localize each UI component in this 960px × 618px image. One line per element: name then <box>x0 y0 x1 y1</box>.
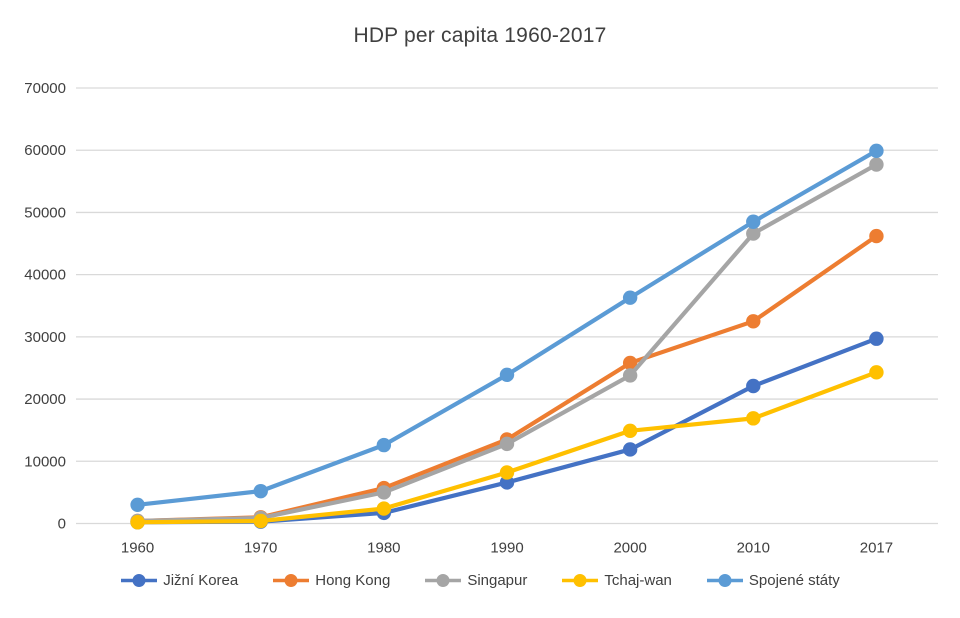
data-point-spojene-staty-2010 <box>746 214 761 229</box>
data-point-singapur-1990 <box>499 436 515 452</box>
data-point-tchaj-wan-2010 <box>746 411 761 426</box>
x-tick-label-1990: 1990 <box>490 540 523 557</box>
data-point-jizni-korea-1990 <box>499 475 515 490</box>
y-tick-label-10000: 10000 <box>24 453 66 470</box>
data-point-tchaj-wan-2017 <box>869 365 884 380</box>
y-tick-label-50000: 50000 <box>24 204 66 221</box>
data-point-tchaj-wan-1960 <box>130 515 145 530</box>
x-tick-label-1970: 1970 <box>244 540 277 557</box>
data-point-spojene-staty-2000 <box>622 290 638 305</box>
legend-item-hong-kong: Hong Kong <box>272 572 390 589</box>
data-point-hong-kong-2010 <box>746 314 761 329</box>
data-point-tchaj-wan-2000 <box>622 423 638 439</box>
data-point-hong-kong-2000 <box>622 355 638 371</box>
legend-item-jizni-korea: Jižní Korea <box>120 572 238 589</box>
data-point-jizni-korea-2010 <box>746 378 761 394</box>
data-point-tchaj-wan-1980 <box>376 501 392 516</box>
y-tick-label-20000: 20000 <box>24 391 66 408</box>
legend-marker-icon <box>562 574 599 587</box>
data-point-jizni-korea-2017 <box>869 331 884 346</box>
data-point-spojene-staty-2017 <box>869 143 884 159</box>
legend-marker-icon <box>425 574 462 587</box>
x-tick-label-1960: 1960 <box>121 540 154 557</box>
legend-marker-icon <box>273 574 310 587</box>
legend-label-hong-kong: Hong Kong <box>315 572 391 589</box>
legend-label-jizni-korea: Jižní Korea <box>163 572 239 589</box>
y-tick-label-60000: 60000 <box>24 142 66 159</box>
y-tick-label-30000: 30000 <box>24 329 66 346</box>
x-tick-label-1980: 1980 <box>367 540 400 557</box>
data-point-spojene-staty-1970 <box>253 483 268 499</box>
data-point-singapur-2017 <box>869 157 884 172</box>
x-tick-label-2000: 2000 <box>613 540 646 557</box>
legend-label-singapur: Singapur <box>467 572 528 589</box>
legend-item-singapur: Singapur <box>424 572 527 589</box>
y-tick-label-0: 0 <box>58 516 66 533</box>
legend-label-spojene-staty: Spojené státy <box>748 572 840 589</box>
series-line-spojene-staty <box>135 148 879 507</box>
data-point-spojene-staty-1960 <box>130 497 145 513</box>
legend-item-tchaj-wan: Tchaj-wan <box>561 572 672 589</box>
data-point-jizni-korea-2000 <box>622 442 638 457</box>
data-point-spojene-staty-1990 <box>499 367 515 383</box>
chart-legend: Jižní Korea Hong Kong Singapur Tchaj-wan Spo… <box>0 572 960 589</box>
legend-item-spojene-staty: Spojené státy <box>706 572 840 589</box>
y-tick-label-40000: 40000 <box>24 267 66 284</box>
data-point-singapur-2000 <box>622 368 638 383</box>
data-point-tchaj-wan-1970 <box>253 513 268 529</box>
data-point-singapur-1980 <box>376 485 392 500</box>
series-line-jizni-korea <box>135 336 879 525</box>
legend-marker-icon <box>121 574 158 587</box>
legend-marker-icon <box>706 574 743 587</box>
data-point-tchaj-wan-1990 <box>499 465 515 480</box>
y-tick-label-70000: 70000 <box>24 80 66 97</box>
x-tick-label-2017: 2017 <box>860 540 893 557</box>
data-point-hong-kong-2017 <box>869 228 884 244</box>
data-point-singapur-2010 <box>746 226 761 241</box>
x-tick-label-2010: 2010 <box>737 540 770 557</box>
chart-title: HDP per capita 1960-2017 <box>353 24 607 47</box>
legend-label-tchaj-wan: Tchaj-wan <box>604 572 672 589</box>
data-point-spojene-staty-1980 <box>376 437 392 453</box>
